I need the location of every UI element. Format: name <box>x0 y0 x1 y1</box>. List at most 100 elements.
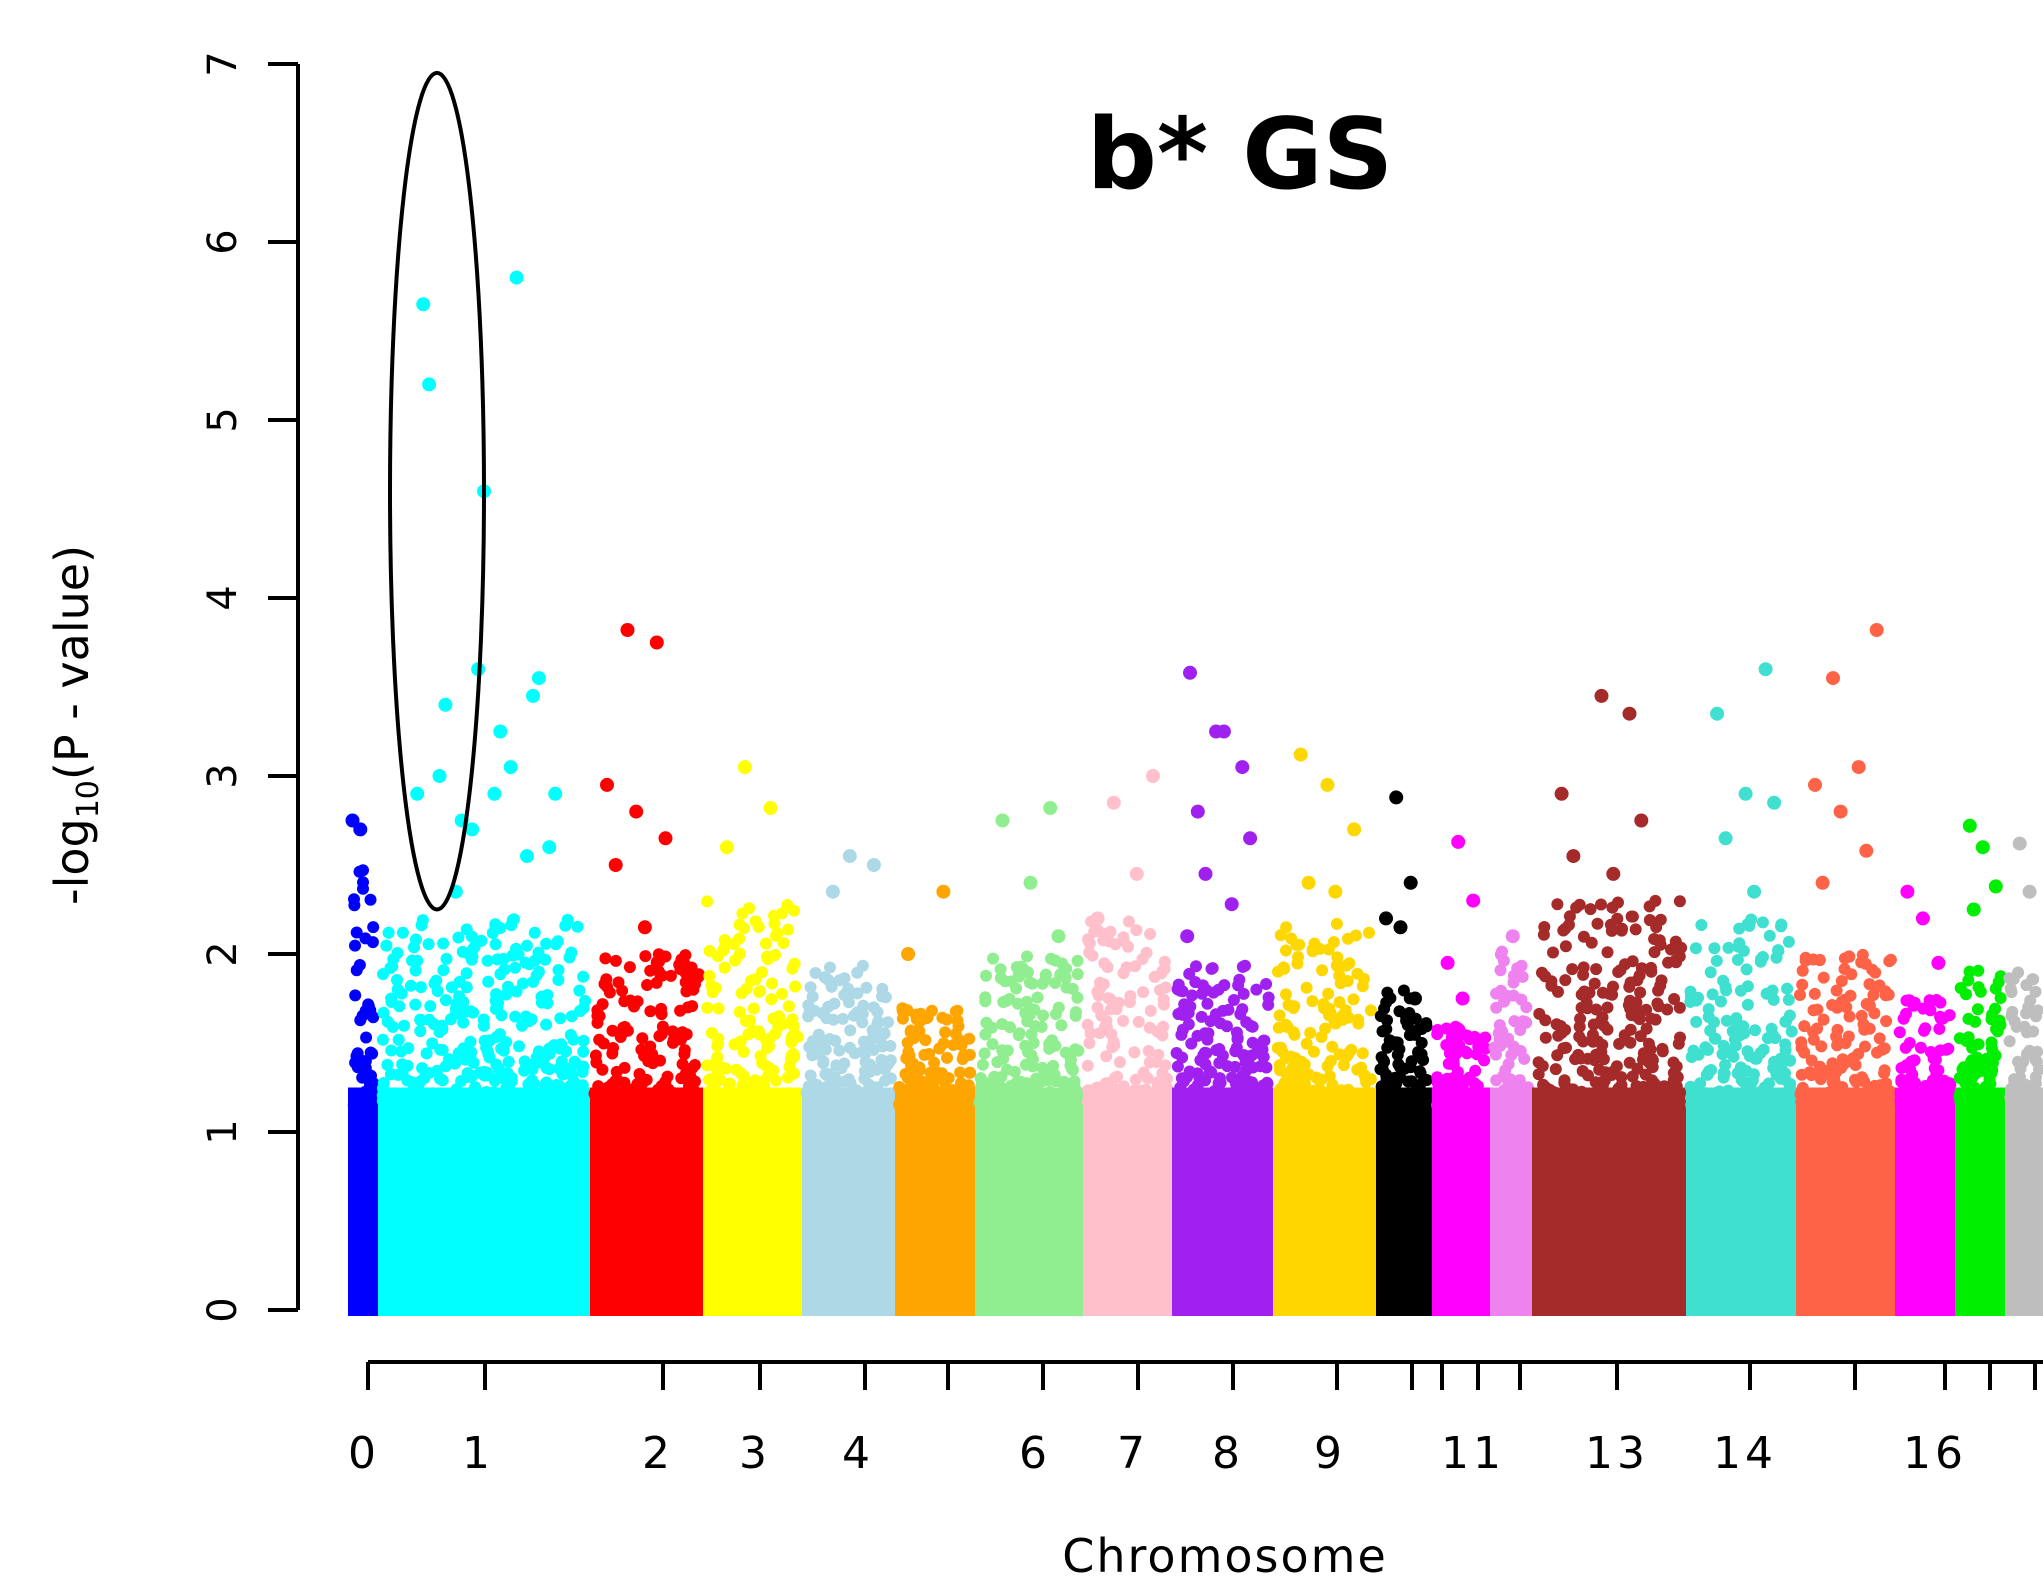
marker-point <box>1885 954 1897 966</box>
marker-point <box>365 1047 377 1059</box>
marker-point <box>1800 955 1812 967</box>
marker-point <box>1983 1088 1995 1100</box>
marker-point <box>589 1088 601 1100</box>
marker-point <box>1020 1080 1032 1092</box>
marker-point <box>383 927 395 939</box>
marker-point <box>914 1080 926 1092</box>
marker-point <box>564 1063 576 1075</box>
marker-point <box>1705 966 1717 978</box>
peak-point <box>1146 769 1160 783</box>
marker-point <box>1409 1029 1421 1041</box>
marker-point <box>1222 1004 1234 1016</box>
marker-point <box>523 1015 535 1027</box>
chromosome-16-dense-points <box>1895 1088 1955 1317</box>
marker-point <box>807 1081 819 1093</box>
marker-point <box>1135 1085 1147 1097</box>
marker-point <box>783 1000 795 1012</box>
marker-point <box>548 1039 560 1051</box>
peak-point <box>2013 837 2027 851</box>
marker-point <box>1121 961 1133 973</box>
marker-point <box>592 1017 604 1029</box>
peak-point <box>629 805 643 819</box>
marker-point <box>838 1058 850 1070</box>
marker-point <box>776 988 788 1000</box>
marker-point <box>392 947 404 959</box>
marker-point <box>1794 989 1806 1001</box>
marker-point <box>1983 1059 1995 1071</box>
marker-point <box>764 1033 776 1045</box>
marker-point <box>1123 916 1135 928</box>
marker-point <box>756 1057 768 1069</box>
marker-point <box>1459 1096 1471 1108</box>
marker-point <box>1301 1038 1313 1050</box>
marker-point <box>685 972 697 984</box>
marker-point <box>1576 989 1588 1001</box>
peak-point <box>1710 707 1724 721</box>
marker-point <box>782 924 794 936</box>
marker-point <box>1237 961 1249 973</box>
marker-point <box>712 1033 724 1045</box>
marker-point <box>619 1062 631 1074</box>
marker-point <box>979 1047 991 1059</box>
marker-point <box>1287 1002 1299 1014</box>
marker-point <box>503 1056 515 1068</box>
marker-point <box>441 953 453 965</box>
marker-point <box>1866 964 1878 976</box>
peak-point <box>1606 867 1620 881</box>
marker-point <box>710 1056 722 1068</box>
chromosome-18-dense-points <box>2005 1088 2043 1317</box>
marker-point <box>1201 1034 1213 1046</box>
peak-point <box>504 760 518 774</box>
marker-point <box>1377 1025 1389 1037</box>
marker-point <box>952 1015 964 1027</box>
marker-point <box>461 967 473 979</box>
marker-point <box>908 1066 920 1078</box>
marker-point <box>437 964 449 976</box>
marker-point <box>1657 1045 1669 1057</box>
marker-point <box>1324 1086 1336 1098</box>
x-tick-label: 0 <box>348 1428 380 1479</box>
marker-point <box>1880 1015 1892 1027</box>
marker-point <box>1328 936 1340 948</box>
marker-point <box>713 1003 725 1015</box>
marker-point <box>414 1025 426 1037</box>
marker-point <box>1714 1085 1726 1097</box>
peak-point <box>1826 671 1840 685</box>
chromosome-13-dense-points <box>1532 1088 1686 1317</box>
y-tick-label: 4 <box>200 585 246 610</box>
marker-point <box>1840 1001 1852 1013</box>
marker-point <box>484 1052 496 1064</box>
peak-point <box>532 671 546 685</box>
marker-point <box>1581 1097 1593 1109</box>
marker-point <box>1515 1045 1527 1057</box>
marker-point <box>398 1020 410 1032</box>
peak-point <box>1739 787 1753 801</box>
marker-point <box>1570 902 1582 914</box>
marker-point <box>385 962 397 974</box>
chromosome-5-dense-points <box>895 1088 975 1317</box>
marker-point <box>353 1098 365 1110</box>
marker-point <box>1670 1069 1682 1081</box>
marker-point <box>1172 983 1184 995</box>
marker-point <box>1278 963 1290 975</box>
marker-point <box>1955 982 1967 994</box>
peak-point <box>1900 885 1914 899</box>
marker-point <box>829 1071 841 1083</box>
marker-point <box>1576 1086 1588 1098</box>
marker-point <box>745 975 757 987</box>
marker-point <box>995 1071 1007 1083</box>
marker-point <box>805 981 817 993</box>
marker-point <box>539 954 551 966</box>
marker-point <box>1095 1010 1107 1022</box>
marker-point <box>681 1064 693 1076</box>
marker-point <box>377 1034 389 1046</box>
marker-point <box>1562 1083 1574 1095</box>
marker-point <box>490 988 502 1000</box>
marker-point <box>1969 1016 1981 1028</box>
marker-point <box>803 1041 815 1053</box>
marker-point <box>1711 955 1723 967</box>
marker-point <box>1775 919 1787 931</box>
marker-point <box>1001 995 1013 1007</box>
marker-point <box>703 970 715 982</box>
marker-point <box>1357 1047 1369 1059</box>
